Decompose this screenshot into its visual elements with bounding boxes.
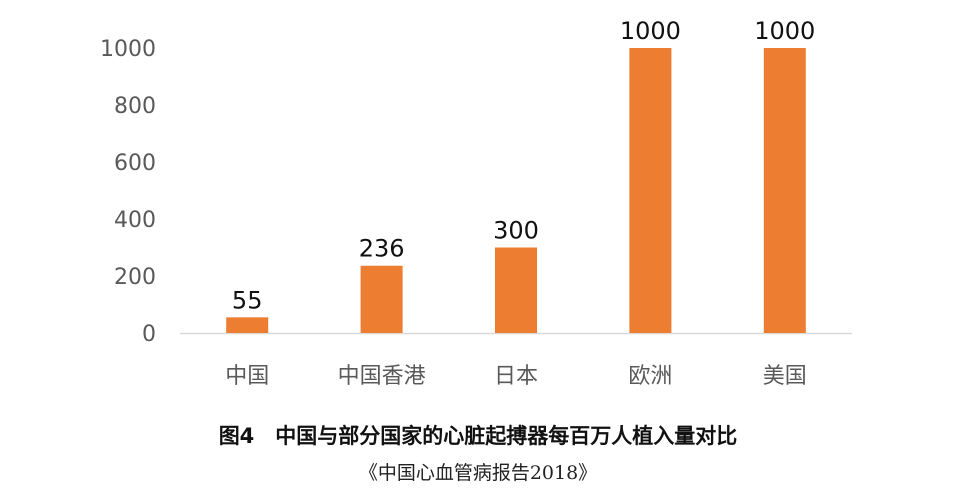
figure-caption: 图4 中国与部分国家的心脏起搏器每百万人植入量对比 <box>218 424 738 448</box>
data-label: 236 <box>359 235 405 263</box>
y-tick-label: 0 <box>142 322 156 347</box>
x-tick-label: 美国 <box>763 364 807 389</box>
y-tick-label: 400 <box>114 208 156 233</box>
bar <box>360 265 403 333</box>
x-tick-label: 日本 <box>494 364 538 389</box>
figure-source: 《中国心血管病报告2018》 <box>358 462 598 484</box>
data-label: 1000 <box>754 17 815 45</box>
bar <box>495 247 537 333</box>
data-label: 1000 <box>620 17 681 45</box>
bar <box>763 48 806 333</box>
x-tick-label: 中国 <box>225 364 269 389</box>
bar <box>226 317 269 333</box>
y-tick-label: 200 <box>114 265 156 290</box>
x-tick-label: 欧洲 <box>628 364 672 389</box>
y-tick-label: 800 <box>114 94 156 119</box>
bar-chart: 0 200 400 600 800 1000 55 中国 236 中国香港 300 日本 1000 欧洲 1… <box>100 17 852 389</box>
data-label: 55 <box>232 286 263 314</box>
y-tick-label: 600 <box>114 151 156 176</box>
data-label: 300 <box>493 217 539 245</box>
x-tick-label: 中国香港 <box>338 364 426 389</box>
bar <box>629 48 672 333</box>
y-tick-label: 1000 <box>100 37 156 62</box>
